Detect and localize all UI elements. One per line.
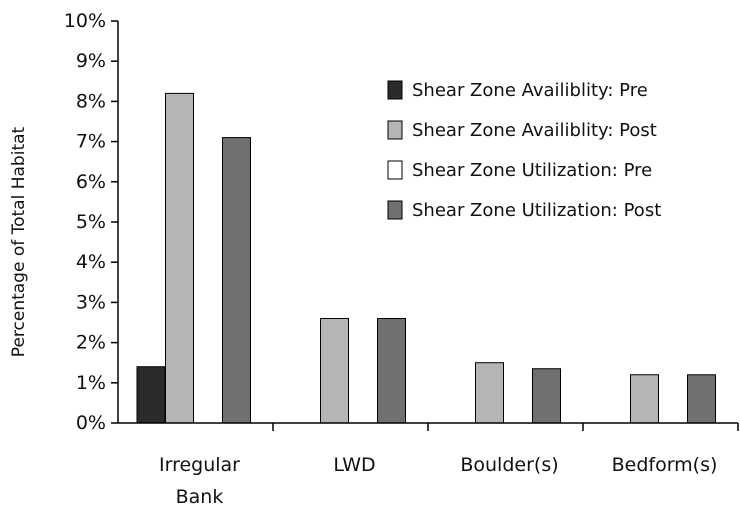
legend-swatch — [387, 80, 403, 100]
x-category-label: Bank — [176, 486, 224, 508]
legend-swatch — [387, 160, 403, 180]
y-axis-label: Percentage of Total Habitat — [9, 126, 29, 357]
bar — [222, 137, 251, 424]
bar — [687, 374, 716, 424]
x-category-label: LWD — [333, 454, 375, 476]
x-axis-category-labels: Irregular Bank LWD Boulder(s) Bedform(s) — [159, 423, 739, 508]
x-category-label: Irregular — [159, 454, 240, 476]
legend-swatch — [387, 120, 403, 140]
legend-label: Shear Zone Utilization: Pre — [412, 160, 652, 181]
legend-label: Shear Zone Availiblity: Pre — [412, 80, 648, 101]
bar — [165, 92, 194, 424]
y-axis-ticks: 0% 1% 2% 3% 4% 5% 6% 7% 8% 9% 10% — [64, 10, 118, 434]
bar — [320, 317, 349, 424]
legend-label: Shear Zone Availiblity: Post — [412, 120, 657, 141]
y-tick-label: 1% — [76, 372, 106, 394]
legend: Shear Zone Availiblity: Pre Shear Zone Av… — [387, 80, 661, 221]
legend-swatch — [387, 200, 403, 220]
bar — [532, 368, 561, 424]
bar — [136, 366, 166, 424]
bar — [377, 317, 406, 424]
y-tick-label: 10% — [64, 10, 106, 32]
y-tick-label: 8% — [76, 90, 106, 112]
y-tick-label: 2% — [76, 332, 106, 354]
y-tick-label: 4% — [76, 251, 106, 273]
bar — [475, 362, 504, 424]
legend-label: Shear Zone Utilization: Post — [412, 200, 661, 221]
y-axis-label-group: Percentage of Total Habitat — [9, 126, 29, 357]
bars — [136, 92, 716, 424]
x-category-label: Boulder(s) — [460, 454, 558, 476]
y-tick-label: 6% — [76, 171, 106, 193]
y-tick-label: 7% — [76, 131, 106, 153]
y-tick-label: 3% — [76, 291, 106, 313]
y-tick-label: 5% — [76, 211, 106, 233]
x-category-label: Bedform(s) — [612, 454, 718, 476]
y-tick-label: 9% — [76, 50, 106, 72]
bar — [630, 374, 659, 424]
y-tick-label: 0% — [76, 412, 106, 434]
